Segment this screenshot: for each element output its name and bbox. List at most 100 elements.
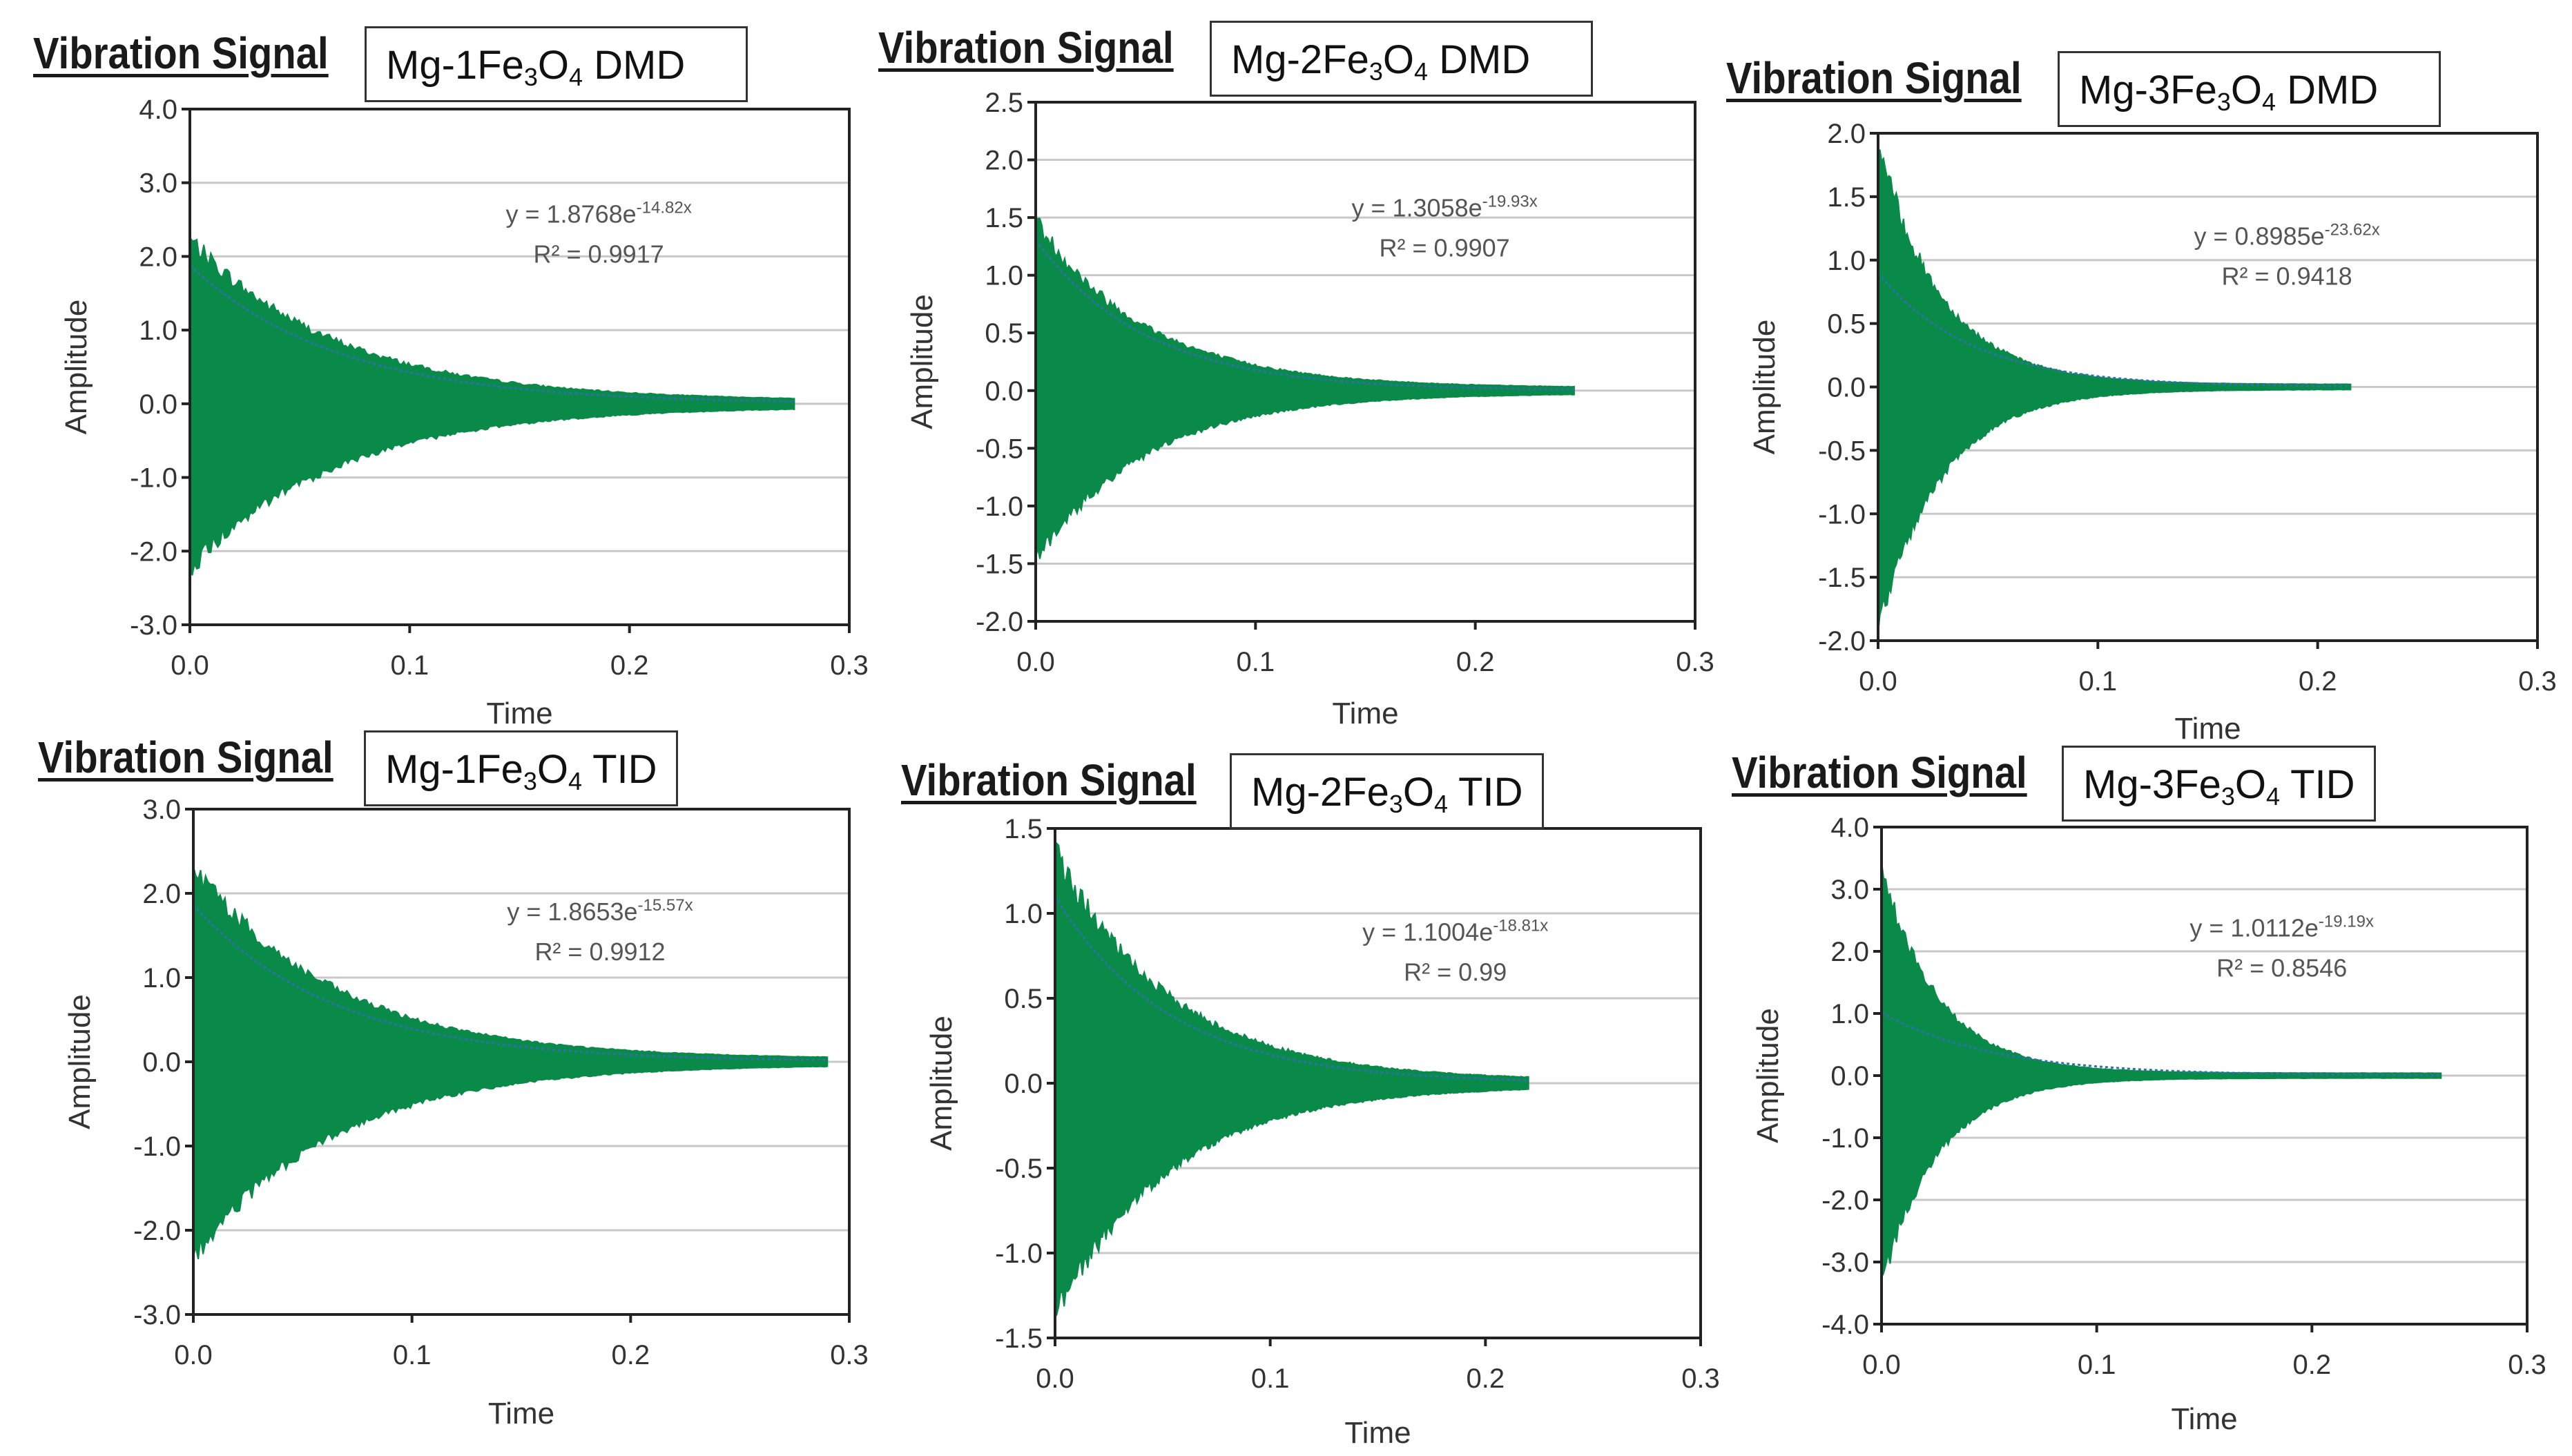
y-tick-label: -0.5: [1818, 436, 1866, 466]
y-tick-label: -1.0: [133, 1132, 181, 1162]
y-tick-label: 3.0: [139, 168, 177, 199]
y-tick-label: -0.5: [995, 1154, 1043, 1184]
sample-label: Mg-2Fe3O4 TID: [1230, 753, 1544, 829]
sample-label-part: Mg-1Fe: [385, 747, 523, 792]
fit-equation: y = 1.0112e-19.19x: [2189, 912, 2374, 942]
y-tick-label: -2.0: [1818, 626, 1866, 657]
x-tick-label: 0.0: [171, 650, 209, 681]
x-tick-label: 0.2: [610, 650, 649, 681]
fit-equation-exponent: -19.93x: [1482, 192, 1538, 211]
y-axis-label: Amplitude: [63, 994, 97, 1129]
x-tick-label: 0.2: [1467, 1363, 1505, 1394]
y-tick-label: -3.0: [133, 1300, 181, 1330]
y-tick-label: 1.0: [142, 963, 181, 993]
chart-plot: -2.0 -1.5 -1.0 -0.5 0.0 0.5 1.0 1.5 2.0 0.0 0.1 0.2…: [1748, 119, 2557, 746]
y-tick-label: 2.0: [1830, 937, 1869, 967]
vibration-signal: [1881, 861, 2442, 1278]
fit-equation-base: y = 1.3058e: [1351, 193, 1482, 222]
vibration-signal: [1877, 149, 2352, 634]
x-tick-label: 0.3: [830, 650, 869, 681]
fit-equation: y = 1.3058e-19.93x: [1351, 192, 1537, 222]
fit-equation-exponent: -14.82x: [637, 198, 692, 217]
chart-plot: -3.0 -2.0 -1.0 0.0 1.0 2.0 3.0 0.0 0.1 0.2 0.3 Time…: [63, 795, 869, 1430]
y-tick-label: -1.0: [1821, 1123, 1869, 1154]
sample-label: Mg-3Fe3O4 TID: [2062, 746, 2376, 822]
fit-curve: [1877, 272, 2351, 387]
fit-equation-exponent: -18.81x: [1493, 916, 1548, 935]
x-tick-label: 0.1: [1237, 647, 1275, 677]
sample-label-part: O: [1382, 37, 1414, 82]
fit-equation-base: y = 1.8653e: [507, 897, 637, 926]
fit-equation-exponent: -23.62x: [2325, 221, 2380, 240]
fit-curve: [1034, 239, 1574, 391]
y-tick-label: 0.0: [1004, 1069, 1043, 1099]
x-tick-label: 0.1: [1251, 1363, 1290, 1394]
sample-label-part: TID: [1448, 770, 1523, 815]
vibration-signal: [193, 866, 829, 1260]
fit-curve: [188, 264, 795, 402]
y-tick-label: -2.0: [1821, 1185, 1869, 1216]
y-tick-label: 0.0: [139, 389, 177, 420]
y-tick-label: -3.0: [130, 610, 177, 641]
x-tick-label: 0.1: [2078, 1350, 2116, 1380]
chart-title: Vibration Signal: [33, 28, 329, 78]
sample-label-part: O: [536, 747, 568, 792]
y-tick-label: -3.0: [1821, 1248, 1869, 1278]
y-tick-label: 0.5: [985, 318, 1023, 349]
y-axis-label: Amplitude: [905, 294, 939, 429]
y-tick-label: 0.5: [1004, 984, 1043, 1014]
chart-title: Vibration Signal: [878, 23, 1174, 72]
x-tick-label: 0.0: [1036, 1363, 1074, 1394]
sample-label-part: 3: [523, 63, 538, 91]
x-tick-label: 0.0: [1862, 1350, 1901, 1380]
x-tick-label: 0.3: [2518, 666, 2557, 697]
y-tick-label: 2.0: [985, 146, 1023, 176]
sample-label: Mg-3Fe3O4 DMD: [2058, 51, 2441, 127]
x-axis-label: Time: [1332, 697, 1398, 730]
y-tick-label: 0.5: [1827, 309, 1866, 340]
y-tick-label: -1.5: [1818, 563, 1866, 593]
sample-label-part: TID: [2280, 762, 2355, 807]
x-axis-label: Time: [486, 697, 552, 730]
x-tick-label: 0.1: [2079, 666, 2118, 697]
vibration-signal: [1054, 842, 1529, 1317]
sample-label-part: Mg-2Fe: [1231, 37, 1369, 82]
x-tick-label: 0.0: [174, 1340, 213, 1370]
y-tick-label: -1.0: [130, 463, 177, 494]
x-axis-label: Time: [2174, 712, 2241, 746]
fit-r-squared: R² = 0.9912: [534, 938, 665, 966]
sample-label-part: Mg-3Fe: [2079, 68, 2217, 113]
y-tick-label: -1.0: [976, 492, 1023, 522]
chart-plot: -3.0 -2.0 -1.0 0.0 1.0 2.0 3.0 4.0 0.0 0.1 0.2 0.3 T…: [59, 95, 869, 730]
sample-label: Mg-1Fe3O4 TID: [364, 730, 678, 806]
x-tick-label: 0.0: [1859, 666, 1897, 697]
x-axis-label: Time: [1344, 1416, 1411, 1450]
y-tick-label: 1.5: [1004, 814, 1043, 844]
sample-label-part: 4: [2261, 88, 2276, 116]
plot-border: [188, 108, 851, 626]
y-tick-label: 1.0: [1004, 899, 1043, 929]
x-tick-label: 0.1: [391, 650, 429, 681]
y-tick-label: 1.0: [1830, 999, 1869, 1029]
fit-r-squared: R² = 0.99: [1404, 958, 1507, 986]
sample-label-part: O: [2234, 762, 2266, 807]
x-tick-label: 0.0: [1016, 647, 1055, 677]
sample-label-part: O: [2230, 68, 2262, 113]
chart-title: Vibration Signal: [1726, 53, 2022, 103]
sample-label-part: 3: [2221, 782, 2235, 810]
fit-equation: y = 1.1004e-18.81x: [1362, 916, 1548, 946]
x-axis-label: Time: [488, 1397, 554, 1430]
sample-label-part: Mg-2Fe: [1251, 770, 1389, 815]
sample-label-part: DMD: [1428, 37, 1531, 82]
y-tick-label: 1.0: [139, 316, 177, 346]
sample-label-part: TID: [582, 747, 657, 792]
y-tick-label: 1.5: [1827, 182, 1866, 213]
y-axis-label: Amplitude: [59, 300, 93, 435]
y-axis-label: Amplitude: [1751, 1008, 1785, 1143]
sample-label-part: 3: [2216, 88, 2231, 116]
sample-label-part: 3: [1389, 790, 1403, 818]
fit-equation: y = 0.8985e-23.62x: [2194, 221, 2379, 251]
x-tick-label: 0.1: [393, 1340, 432, 1370]
chart-plot: -4.0 -3.0 -2.0 -1.0 0.0 1.0 2.0 3.0 4.0 0.0 0.1 0.2…: [1751, 813, 2546, 1436]
